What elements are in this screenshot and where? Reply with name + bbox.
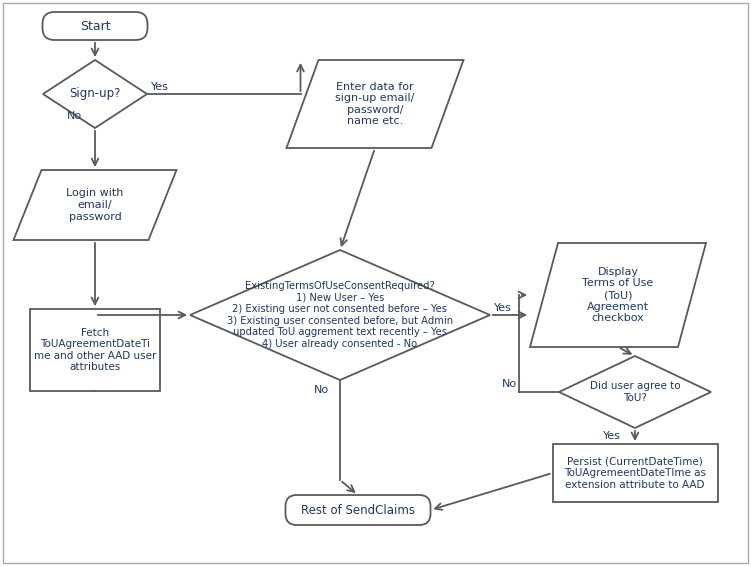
Text: Did user agree to
ToU?: Did user agree to ToU?	[590, 381, 680, 403]
Text: Display
Terms of Use
(ToU)
Agreement
checkbox: Display Terms of Use (ToU) Agreement che…	[582, 267, 653, 323]
Text: Rest of SendClaims: Rest of SendClaims	[301, 504, 415, 517]
Polygon shape	[530, 243, 706, 347]
Polygon shape	[559, 356, 711, 428]
FancyBboxPatch shape	[285, 495, 430, 525]
Polygon shape	[286, 60, 463, 148]
FancyBboxPatch shape	[43, 12, 147, 40]
Text: Yes: Yes	[603, 431, 621, 441]
Text: Start: Start	[80, 19, 110, 32]
Text: Yes: Yes	[151, 82, 169, 92]
Text: Persist (CurrentDateTime)
ToUAgremeentDateTIme as
extension attribute to AAD: Persist (CurrentDateTime) ToUAgremeentDa…	[564, 456, 706, 490]
Text: Fetch
ToUAgreementDateTi
me and other AAD user
attributes: Fetch ToUAgreementDateTi me and other AA…	[34, 328, 156, 372]
Text: No: No	[502, 379, 517, 389]
Text: Sign-up?: Sign-up?	[69, 88, 121, 101]
Polygon shape	[14, 170, 176, 240]
Text: No: No	[314, 385, 329, 395]
Polygon shape	[190, 250, 490, 380]
Text: ExistingTermsOfUseConsentRequired?
1) New User – Yes
2) Existing user not consen: ExistingTermsOfUseConsentRequired? 1) Ne…	[227, 281, 453, 349]
Text: No: No	[67, 111, 82, 121]
Polygon shape	[43, 60, 147, 128]
Text: Yes: Yes	[494, 303, 512, 313]
Text: Enter data for
sign-up email/
password/
name etc.: Enter data for sign-up email/ password/ …	[335, 82, 415, 126]
Text: Login with
email/
password: Login with email/ password	[66, 188, 124, 222]
FancyBboxPatch shape	[30, 309, 160, 391]
FancyBboxPatch shape	[553, 444, 717, 502]
